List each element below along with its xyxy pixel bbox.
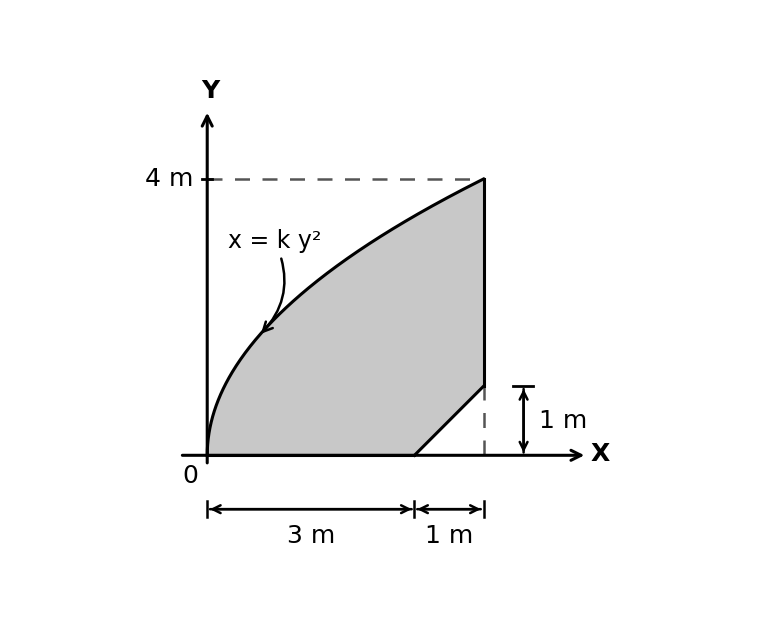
Polygon shape: [207, 179, 484, 455]
Text: 1 m: 1 m: [425, 524, 473, 548]
Text: 4 m: 4 m: [145, 167, 194, 191]
Text: X: X: [591, 442, 610, 466]
Text: 0: 0: [182, 463, 198, 487]
Text: 3 m: 3 m: [287, 524, 335, 548]
Text: 1 m: 1 m: [539, 409, 587, 433]
Text: Y: Y: [202, 79, 220, 103]
Text: x = k y²: x = k y²: [228, 229, 322, 332]
